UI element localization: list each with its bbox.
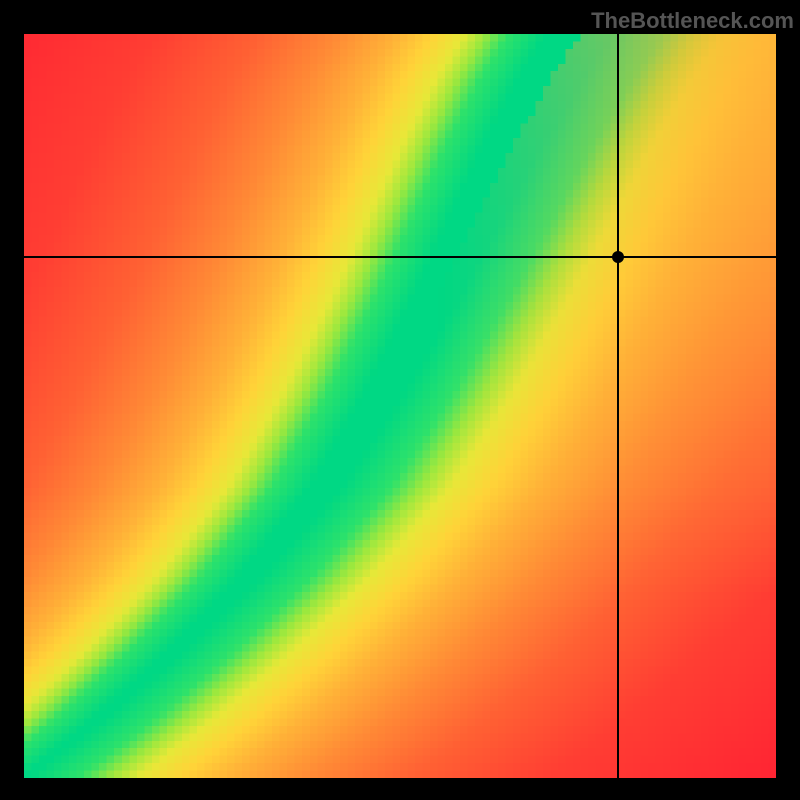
chart-container: TheBottleneck.com: [0, 0, 800, 800]
heatmap-plot-area: [24, 34, 776, 778]
watermark-text: TheBottleneck.com: [591, 8, 794, 34]
crosshair-horizontal: [24, 256, 776, 258]
crosshair-vertical: [617, 34, 619, 778]
heatmap-canvas: [24, 34, 776, 778]
